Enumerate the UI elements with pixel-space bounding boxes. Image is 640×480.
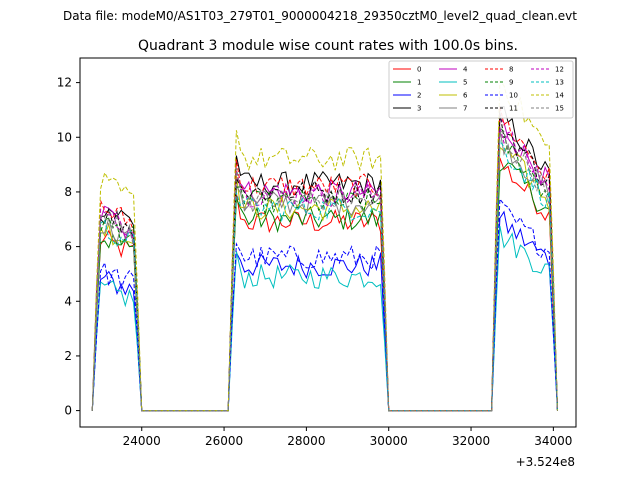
- series-line-12: [91, 127, 558, 412]
- x-offset-label: +3.524e8: [516, 455, 575, 469]
- series-line-6: [91, 145, 558, 412]
- x-tick-label: 34000: [534, 434, 572, 448]
- y-tick-label: 12: [57, 76, 72, 90]
- x-tick-label: 24000: [123, 434, 161, 448]
- x-axis: 24000 26000 28000 30000 32000 34000: [123, 427, 572, 448]
- legend-label: 10: [509, 92, 518, 100]
- series-line-7: [91, 129, 558, 412]
- series-line-9: [91, 126, 558, 412]
- legend-label: 15: [555, 105, 564, 113]
- legend-label: 2: [417, 92, 421, 100]
- legend-label: 11: [509, 105, 518, 113]
- y-tick-label: 6: [64, 240, 72, 254]
- legend-label: 13: [555, 79, 564, 87]
- series-line-13: [91, 139, 558, 412]
- legend-label: 1: [417, 79, 421, 87]
- legend-box: [388, 60, 574, 119]
- y-tick-label: 0: [64, 404, 72, 418]
- figure-suptitle: Data file: modeM0/AS1T03_279T01_90000042…: [63, 9, 577, 23]
- y-tick-label: 10: [57, 130, 72, 144]
- legend-label: 9: [509, 79, 513, 87]
- series-line-15: [91, 131, 558, 412]
- legend-label: 0: [417, 66, 421, 74]
- y-tick-label: 4: [64, 294, 72, 308]
- y-tick-label: 8: [64, 185, 72, 199]
- y-tick-label: 2: [64, 349, 72, 363]
- plot-lines: [91, 79, 558, 412]
- series-line-2: [91, 210, 558, 412]
- legend-label: 3: [417, 105, 421, 113]
- y-axis: 0 2 4 6 8 10 12: [57, 76, 80, 418]
- series-line-10: [91, 197, 558, 412]
- legend-label: 4: [463, 66, 468, 74]
- plot-frame: [79, 57, 577, 428]
- x-tick-label: 28000: [287, 434, 325, 448]
- legend-label: 14: [555, 92, 564, 100]
- x-tick-label: 30000: [370, 434, 408, 448]
- x-tick-label: 32000: [452, 434, 490, 448]
- series-line-4: [91, 116, 558, 412]
- chart-title: Quadrant 3 module wise count rates with …: [138, 38, 518, 54]
- legend-label: 8: [509, 66, 513, 74]
- legend-label: 5: [463, 79, 467, 87]
- x-tick-label: 26000: [205, 434, 243, 448]
- series-line-14: [91, 79, 558, 412]
- series-line-11: [91, 113, 558, 412]
- legend-label: 6: [463, 92, 468, 100]
- series-line-5: [91, 225, 558, 412]
- legend-label: 7: [463, 105, 467, 113]
- legend-label: 12: [555, 66, 564, 74]
